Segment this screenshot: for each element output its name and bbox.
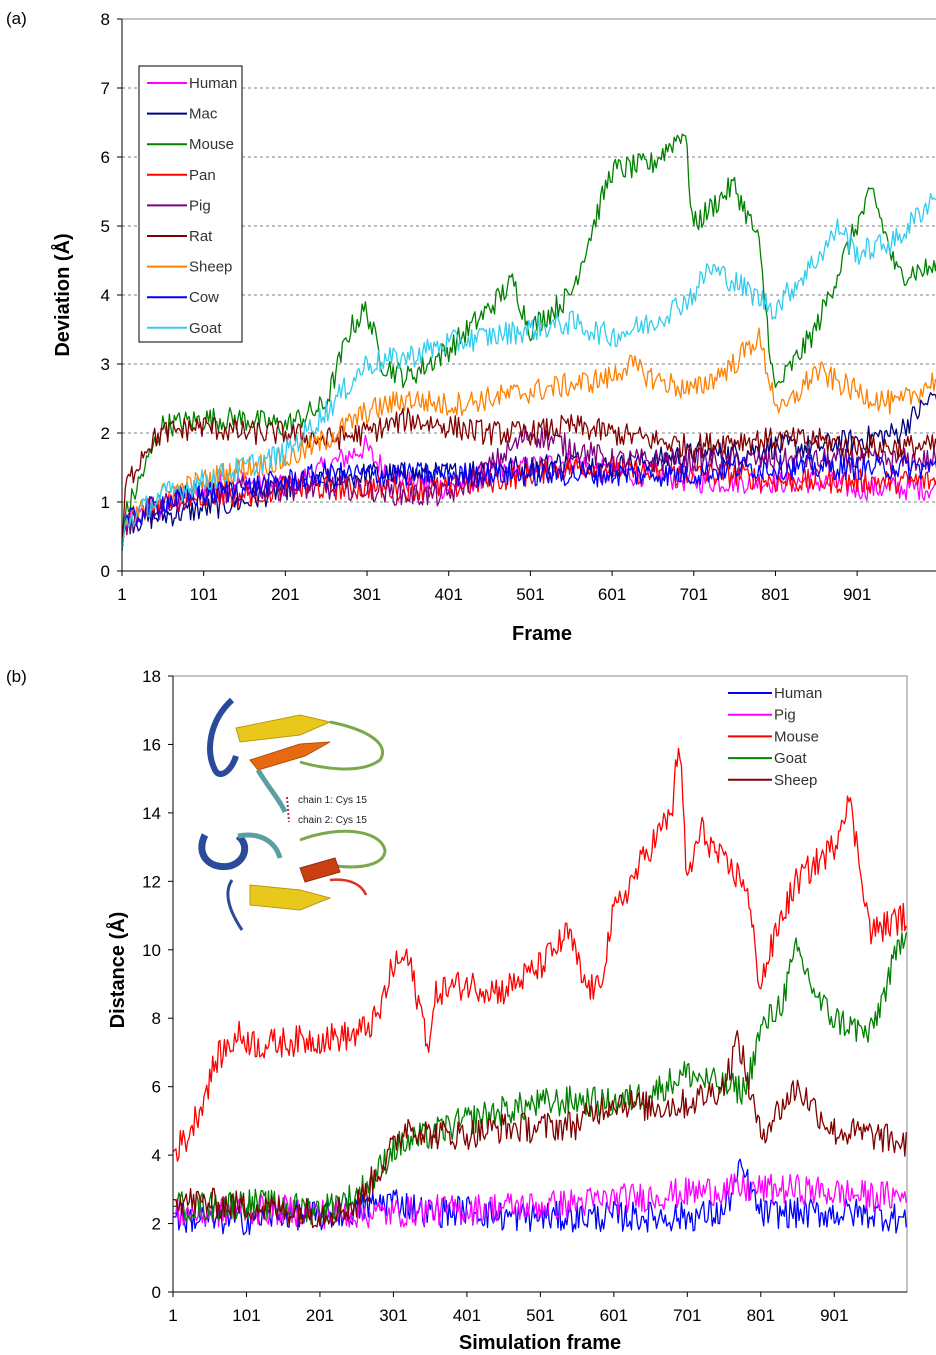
- y-tick-label: 8: [101, 10, 110, 29]
- x-tick-label: 401: [435, 585, 463, 604]
- series-line-rat: [122, 407, 936, 551]
- x-tick-label: 901: [843, 585, 871, 604]
- panel-b-label: (b): [6, 667, 27, 686]
- y-tick-label: 14: [142, 804, 161, 823]
- legend-label-pig: Pig: [774, 707, 796, 724]
- helix-teal-1: [255, 768, 288, 814]
- y-tick-label: 2: [101, 424, 110, 443]
- legend-label-rat: Rat: [189, 228, 213, 245]
- x-tick-label: 801: [761, 585, 789, 604]
- y-tick-label: 0: [152, 1283, 161, 1302]
- disulfide-bond: [286, 796, 290, 823]
- y-tick-label: 4: [152, 1146, 161, 1165]
- y-tick-label: 3: [101, 355, 110, 374]
- legend-label-sheep: Sheep: [774, 772, 817, 789]
- y-tick-label: 1: [101, 493, 110, 512]
- y-tick-label: 8: [152, 1009, 161, 1028]
- y-tick-label: 6: [101, 148, 110, 167]
- y-tick-label: 16: [142, 735, 161, 754]
- y-tick-label: 6: [152, 1078, 161, 1097]
- legend-label-goat: Goat: [774, 750, 807, 767]
- strand-yellow-1: [235, 714, 332, 743]
- strand-yellow-2: [249, 884, 332, 911]
- series-line-pig: [173, 1173, 907, 1230]
- y-tick-label: 4: [101, 286, 110, 305]
- series-line-goat: [173, 932, 907, 1225]
- panel-a-label: (a): [6, 9, 27, 28]
- helix-blue-1: [207, 697, 239, 777]
- panel-a-y-axis-title: Deviation (Å): [50, 233, 74, 356]
- x-tick-label: 201: [271, 585, 299, 604]
- legend-label-mouse: Mouse: [189, 136, 234, 153]
- series-line-goat: [122, 192, 936, 551]
- panel-b-x-axis-title: Simulation frame: [459, 1332, 621, 1354]
- x-tick-label: 101: [189, 585, 217, 604]
- inset-label-chain2: chain 2: Cys 15: [298, 815, 367, 826]
- loop-red-2: [329, 878, 368, 896]
- x-tick-label: 1: [117, 585, 126, 604]
- y-tick-label: 0: [101, 562, 110, 581]
- protein-structure-inset: chain 1: Cys 15 chain 2: Cys 15: [198, 697, 387, 931]
- inset-label-chain1: chain 1: Cys 15: [298, 795, 367, 806]
- x-tick-label: 301: [379, 1306, 407, 1325]
- legend-label-human: Human: [189, 75, 237, 92]
- x-tick-label: 1: [168, 1306, 177, 1325]
- legend-label-pan: Pan: [189, 167, 216, 184]
- loop-green-1: [299, 720, 384, 771]
- panel-b-legend: Human Pig Mouse Goat Sheep: [728, 685, 822, 789]
- x-tick-label: 801: [747, 1306, 775, 1325]
- panel-a-x-axis-title: Frame: [512, 623, 572, 645]
- helix-teal-2: [237, 832, 283, 859]
- legend-label-cow: Cow: [189, 289, 219, 306]
- y-tick-label: 18: [142, 667, 161, 686]
- y-tick-label: 12: [142, 872, 161, 891]
- series-line-mouse: [173, 747, 907, 1162]
- x-tick-label: 901: [820, 1306, 848, 1325]
- y-tick-label: 5: [101, 217, 110, 236]
- legend-label-mouse: Mouse: [774, 728, 819, 745]
- legend-label-pig: Pig: [189, 197, 211, 214]
- panel-a-legend: Human Mac Mouse Pan Pig Rat Sheep Cow Goat: [138, 65, 243, 343]
- legend-label-mac: Mac: [189, 106, 218, 123]
- x-tick-label: 501: [526, 1306, 554, 1325]
- series-line-mouse: [122, 133, 936, 551]
- series-line-sheep: [173, 1030, 907, 1229]
- y-tick-label: 2: [152, 1215, 161, 1234]
- x-tick-label: 601: [598, 585, 626, 604]
- strand-orange-2: [299, 857, 341, 883]
- legend-label-goat: Goat: [189, 320, 222, 337]
- strand-orange-1: [249, 741, 331, 771]
- tail-blue-2: [226, 879, 244, 931]
- x-tick-label: 401: [453, 1306, 481, 1325]
- loop-green-2: [299, 829, 387, 869]
- x-tick-label: 601: [600, 1306, 628, 1325]
- legend-label-sheep: Sheep: [189, 259, 232, 276]
- panel-b: (b) 0 2 4 6 8 10 12 14 16 18 1 101 201 301 401 501 601 7…: [6, 667, 908, 1354]
- series-line-sheep: [122, 327, 936, 551]
- x-tick-label: 101: [232, 1306, 260, 1325]
- x-tick-label: 501: [516, 585, 544, 604]
- helix-blue-2: [198, 833, 249, 871]
- y-tick-label: 7: [101, 79, 110, 98]
- panel-b-y-axis-title: Distance (Å): [105, 912, 129, 1029]
- x-tick-label: 301: [353, 585, 381, 604]
- series-line-cow: [122, 454, 936, 551]
- legend-label-human: Human: [774, 685, 822, 702]
- series-line-pan: [122, 456, 936, 551]
- x-tick-label: 201: [306, 1306, 334, 1325]
- y-tick-label: 10: [142, 941, 161, 960]
- x-tick-label: 701: [673, 1306, 701, 1325]
- x-tick-label: 701: [680, 585, 708, 604]
